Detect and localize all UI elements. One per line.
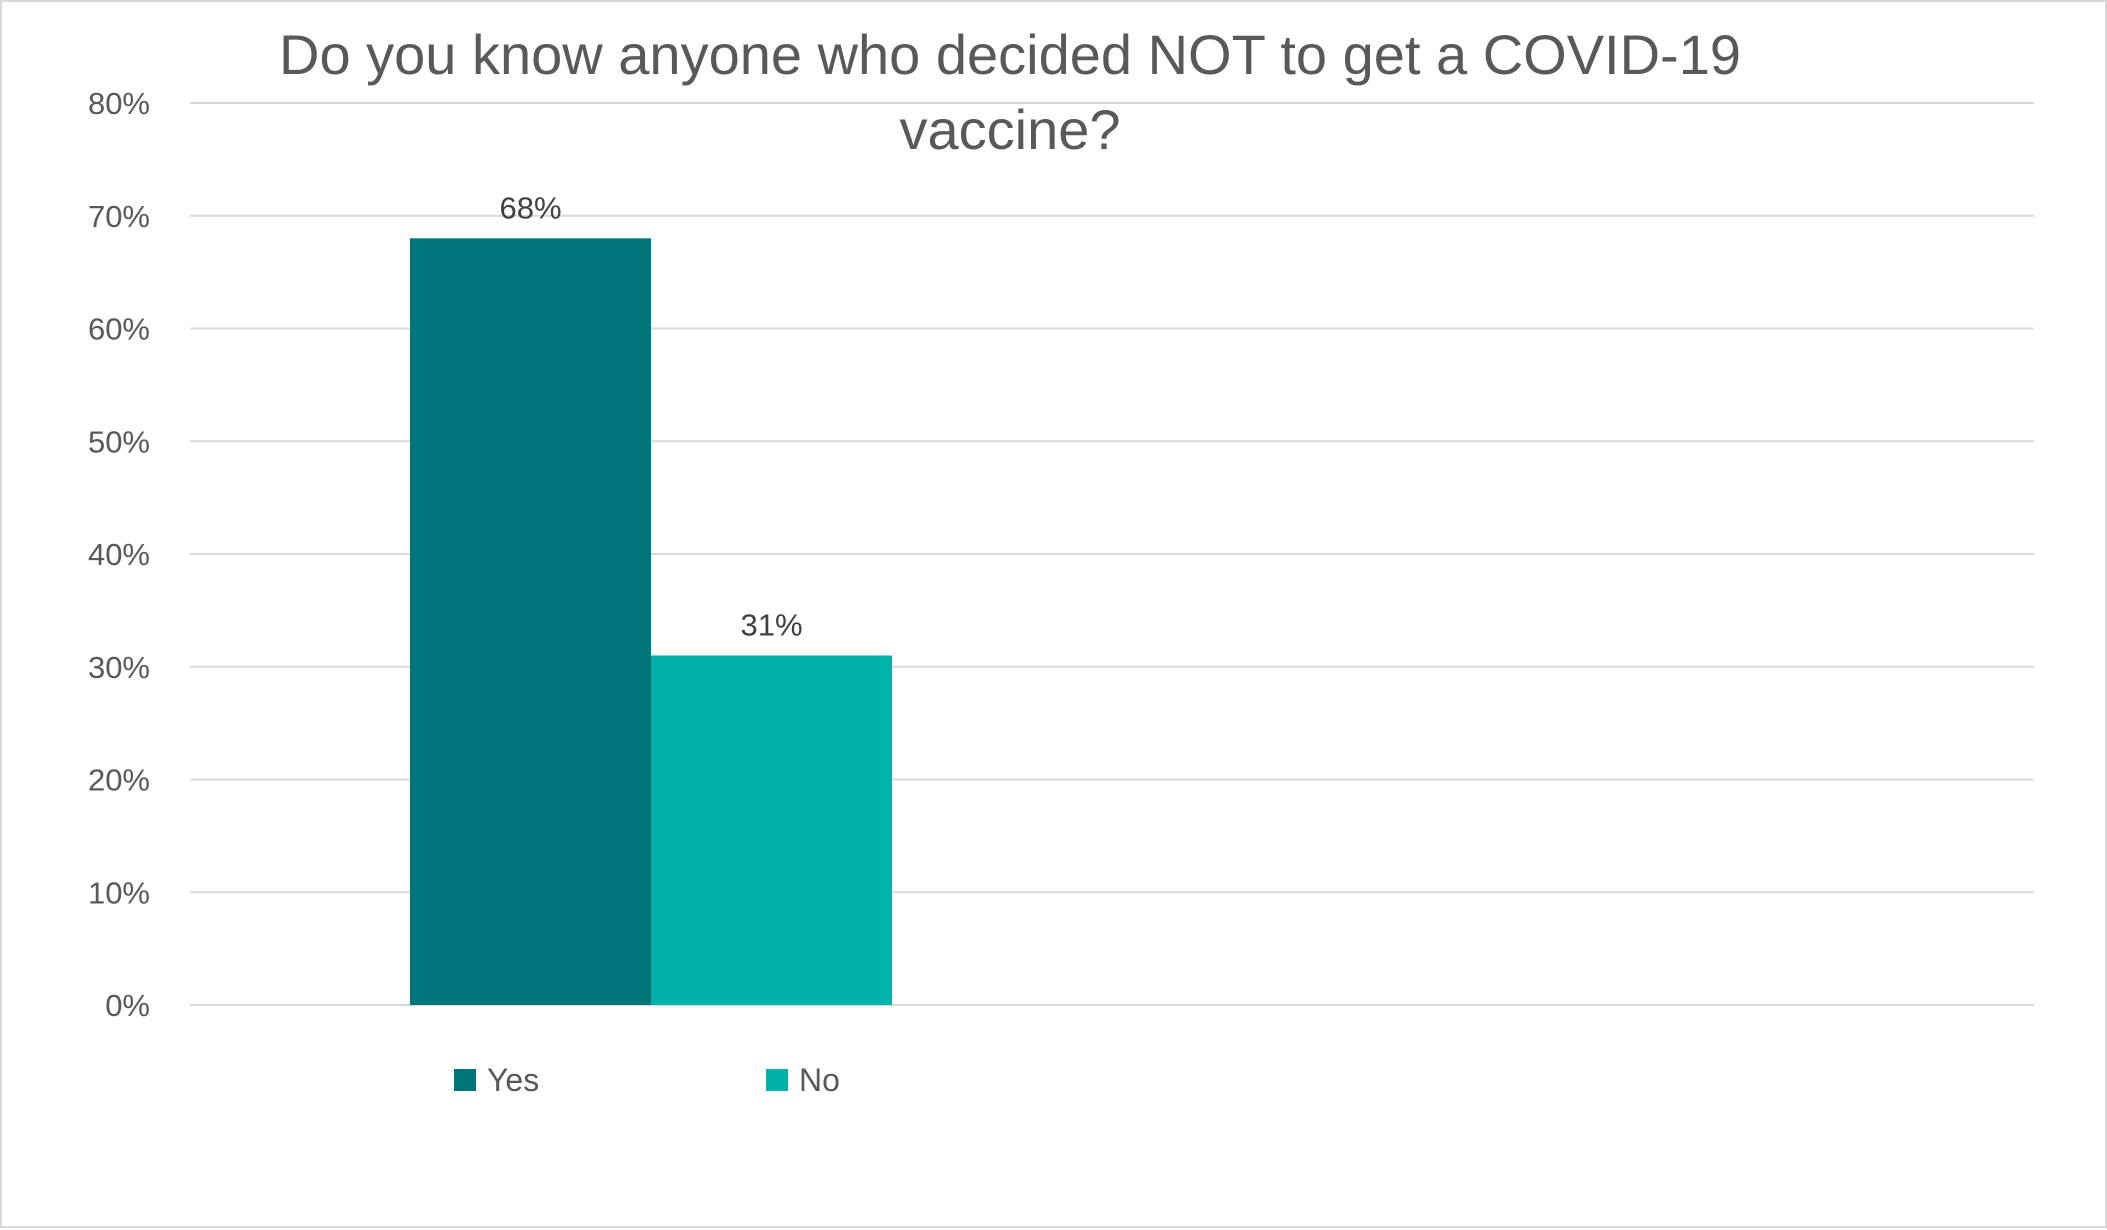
chart-title-line-1: Do you know anyone who decided NOT to ge… [279, 23, 1741, 86]
legend: Yes No [454, 1062, 840, 1098]
y-tick-label: 0% [105, 988, 150, 1023]
bar-yes [410, 238, 651, 1006]
bar-no [651, 655, 892, 1005]
legend-label-no: No [799, 1062, 840, 1098]
data-label-no: 31% [740, 607, 802, 642]
y-tick-label: 40% [88, 537, 150, 572]
y-tick-label: 10% [88, 875, 150, 910]
y-tick-label: 60% [88, 312, 150, 347]
legend-swatch-no [766, 1069, 788, 1091]
data-labels: 68% 31% [499, 190, 802, 642]
y-tick-label: 50% [88, 424, 150, 459]
y-axis-tick-labels: 0% 10% 20% 30% 40% 50% 60% 70% 80% [88, 86, 150, 1023]
y-tick-label: 20% [88, 763, 150, 798]
y-tick-label: 70% [88, 199, 150, 234]
data-label-yes: 68% [499, 190, 561, 225]
y-tick-label: 30% [88, 650, 150, 685]
chart-title-line-2: vaccine? [899, 98, 1120, 161]
y-tick-label: 80% [88, 86, 150, 121]
legend-swatch-yes [454, 1069, 476, 1091]
bars [410, 238, 892, 1006]
chart-title: Do you know anyone who decided NOT to ge… [279, 23, 1741, 161]
legend-label-yes: Yes [487, 1062, 539, 1098]
